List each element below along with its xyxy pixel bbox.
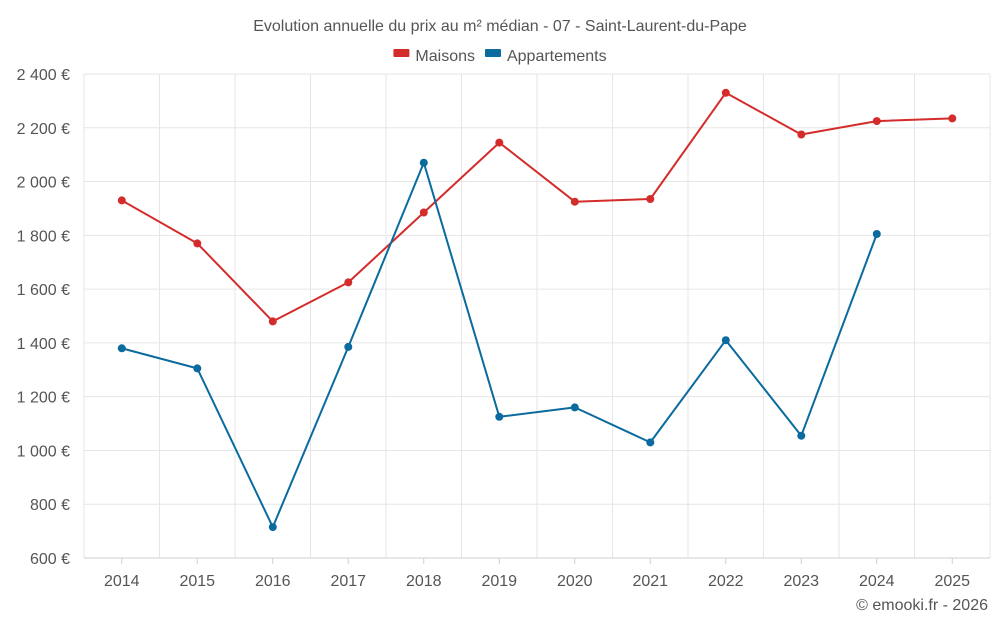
y-tick-label: 1 400 € [17,336,70,353]
data-point[interactable] [419,208,428,217]
data-point[interactable] [797,431,806,440]
legend-label: Maisons [415,48,475,65]
x-tick-label: 2023 [783,573,819,590]
data-point[interactable] [193,364,202,373]
y-tick-label: 600 € [30,551,70,568]
credit-text: © emooki.fr - 2026 [856,597,988,614]
x-tick-label: 2016 [255,573,291,590]
data-point[interactable] [721,88,730,97]
y-tick-label: 800 € [30,497,70,514]
data-point[interactable] [721,336,730,345]
series-layer [117,88,957,532]
data-point[interactable] [495,138,504,147]
y-tick-label: 1 000 € [17,443,70,460]
data-point[interactable] [797,130,806,139]
x-tick-label: 2021 [632,573,668,590]
series-appartements [117,158,881,532]
x-tick-label: 2024 [859,573,895,590]
x-tick-label: 2022 [708,573,744,590]
data-point[interactable] [646,438,655,447]
data-point[interactable] [419,158,428,167]
data-point[interactable] [646,195,655,203]
data-point[interactable] [268,317,277,326]
data-point[interactable] [344,278,353,287]
data-point[interactable] [344,342,353,351]
data-point[interactable] [495,412,504,421]
legend[interactable]: Maisons Appartements [393,48,607,65]
data-point[interactable] [948,114,957,123]
data-point[interactable] [193,239,202,248]
data-point[interactable] [570,197,579,206]
legend-swatch [393,49,410,57]
x-tick-label: 2025 [934,573,970,590]
axes: 600 € 800 € 1 000 € 1 200 € 1 400 € 1 600 € 1 … [17,67,990,590]
data-point[interactable] [872,230,881,238]
legend-swatch [484,49,501,57]
x-tick-label: 2019 [481,573,517,590]
chart-title: Evolution annuelle du prix au m² médian … [253,18,747,35]
y-tick-label: 2 000 € [17,175,70,192]
legend-item-appartements[interactable]: Appartements [484,48,607,65]
series-maisons [117,88,957,326]
grid [83,73,991,558]
y-tick-label: 2 200 € [17,121,70,138]
y-tick-label: 1 800 € [17,228,70,245]
y-tick-label: 1 200 € [17,390,70,407]
data-point[interactable] [117,196,126,205]
y-tick-label: 2 400 € [17,67,70,84]
x-tick-label: 2014 [104,573,140,590]
legend-item-maisons[interactable]: Maisons [393,48,475,65]
legend-label: Appartements [507,48,607,65]
data-point[interactable] [268,523,277,532]
data-point[interactable] [570,403,579,412]
data-point[interactable] [117,344,126,353]
x-tick-label: 2015 [179,573,215,590]
x-tick-label: 2018 [406,573,442,590]
x-tick-label: 2017 [330,573,366,590]
series-line [121,91,953,323]
x-tick-label: 2020 [557,573,593,590]
data-point[interactable] [872,117,881,126]
y-tick-label: 1 600 € [17,282,70,299]
